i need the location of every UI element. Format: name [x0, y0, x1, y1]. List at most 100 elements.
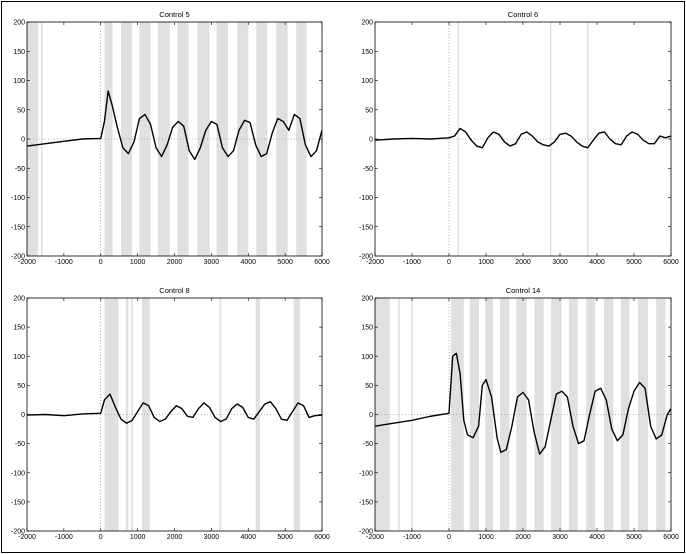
y-tick-label: 0 [21, 412, 25, 419]
y-tick-label: -100 [11, 470, 25, 477]
y-tick-label: 150 [361, 49, 373, 56]
x-tick-label: 4000 [240, 534, 256, 541]
y-tick-label: -100 [359, 195, 373, 202]
x-tick-label: -2000 [18, 259, 36, 266]
x-tick-label: 5000 [277, 259, 293, 266]
x-tick-label: 5000 [626, 259, 642, 266]
shaded-interval [125, 298, 129, 531]
shaded-interval [375, 298, 390, 531]
x-tick-label: -2000 [366, 534, 384, 541]
y-tick-label: -150 [359, 499, 373, 506]
panel-title: Control 8 [159, 286, 189, 295]
x-tick-label: 0 [447, 534, 451, 541]
y-tick-label: 0 [369, 137, 373, 144]
shaded-interval [27, 22, 39, 256]
panel-title: Control 5 [159, 10, 189, 19]
y-tick-label: -200 [359, 254, 373, 261]
y-tick-label: -200 [11, 254, 25, 261]
x-tick-label: 0 [99, 534, 103, 541]
y-tick-label: 150 [13, 325, 25, 332]
y-tick-label: -100 [359, 470, 373, 477]
shaded-interval [516, 298, 527, 531]
x-tick-label: 6000 [314, 259, 330, 266]
y-tick-label: 200 [13, 20, 25, 27]
y-tick-label: -150 [11, 224, 25, 231]
x-tick-label: 2000 [515, 534, 531, 541]
series-line [375, 352, 671, 455]
x-tick-label: 4000 [589, 534, 605, 541]
y-tick-label: 200 [13, 296, 25, 303]
x-tick-label: 1000 [130, 259, 146, 266]
y-tick-label: 200 [361, 296, 373, 303]
shaded-interval [638, 298, 649, 531]
panel-1: -2000 -1000 0 1000 2000 3000 4000 5000 6000-200-… [11, 10, 330, 266]
x-tick-label: 2000 [515, 259, 531, 266]
panel-4: -2000 -1000 0 1000 2000 3000 4000 5000 6000-200-… [359, 286, 679, 541]
y-tick-label: 50 [17, 107, 25, 114]
y-tick-label: -200 [359, 529, 373, 536]
x-tick-label: -1000 [403, 259, 421, 266]
x-tick-label: 1000 [130, 534, 146, 541]
y-tick-label: 100 [13, 78, 25, 85]
x-tick-label: -1000 [55, 259, 73, 266]
x-tick-label: -2000 [18, 534, 36, 541]
shaded-interval [276, 22, 288, 256]
y-tick-label: 150 [13, 49, 25, 56]
x-tick-label: 2000 [167, 534, 183, 541]
series-line [27, 393, 322, 424]
x-tick-label: 5000 [277, 534, 293, 541]
y-tick-label: -50 [15, 441, 25, 448]
x-tick-label: 3000 [552, 259, 568, 266]
panel-2: -2000 -1000 0 1000 2000 3000 4000 5000 6000-200-… [359, 10, 679, 266]
y-tick-label: 100 [361, 354, 373, 361]
x-tick-label: 5000 [626, 534, 642, 541]
y-tick-label: -50 [363, 166, 373, 173]
x-tick-label: 0 [99, 259, 103, 266]
y-tick-label: -200 [11, 529, 25, 536]
x-tick-label: 3000 [204, 259, 220, 266]
x-tick-label: 6000 [663, 259, 679, 266]
shaded-interval [457, 22, 459, 256]
y-tick-label: -150 [11, 499, 25, 506]
x-tick-label: 2000 [167, 259, 183, 266]
y-tick-label: 0 [21, 137, 25, 144]
x-tick-label: -2000 [366, 259, 384, 266]
shaded-interval [450, 298, 464, 531]
y-tick-label: 50 [17, 383, 25, 390]
x-tick-label: 4000 [240, 259, 256, 266]
shaded-interval [550, 22, 552, 256]
x-tick-label: 3000 [204, 534, 220, 541]
panel-title: Control 6 [508, 10, 538, 19]
shaded-interval [142, 298, 150, 531]
shaded-interval [620, 298, 630, 531]
y-tick-label: 200 [361, 20, 373, 27]
series-line [375, 127, 671, 149]
y-tick-label: 150 [361, 325, 373, 332]
y-tick-label: 50 [365, 383, 373, 390]
x-tick-label: 6000 [314, 534, 330, 541]
y-tick-label: -50 [363, 441, 373, 448]
x-tick-label: 1000 [478, 534, 494, 541]
x-tick-label: 6000 [663, 534, 679, 541]
y-tick-label: 100 [13, 354, 25, 361]
y-tick-label: 0 [369, 412, 373, 419]
shaded-interval [296, 22, 307, 256]
shaded-interval [534, 298, 544, 531]
x-tick-label: 4000 [589, 259, 605, 266]
shaded-interval [130, 298, 133, 531]
y-tick-label: -100 [11, 195, 25, 202]
x-tick-label: 0 [447, 259, 451, 266]
y-tick-label: 100 [361, 78, 373, 85]
shaded-interval [157, 22, 170, 256]
shaded-interval [237, 22, 249, 256]
shaded-interval [551, 298, 562, 531]
series-line [27, 90, 322, 161]
x-tick-label: -1000 [403, 534, 421, 541]
shaded-interval [587, 22, 589, 256]
shaded-interval [177, 22, 189, 256]
shaded-interval [293, 298, 300, 531]
y-tick-label: -50 [15, 166, 25, 173]
